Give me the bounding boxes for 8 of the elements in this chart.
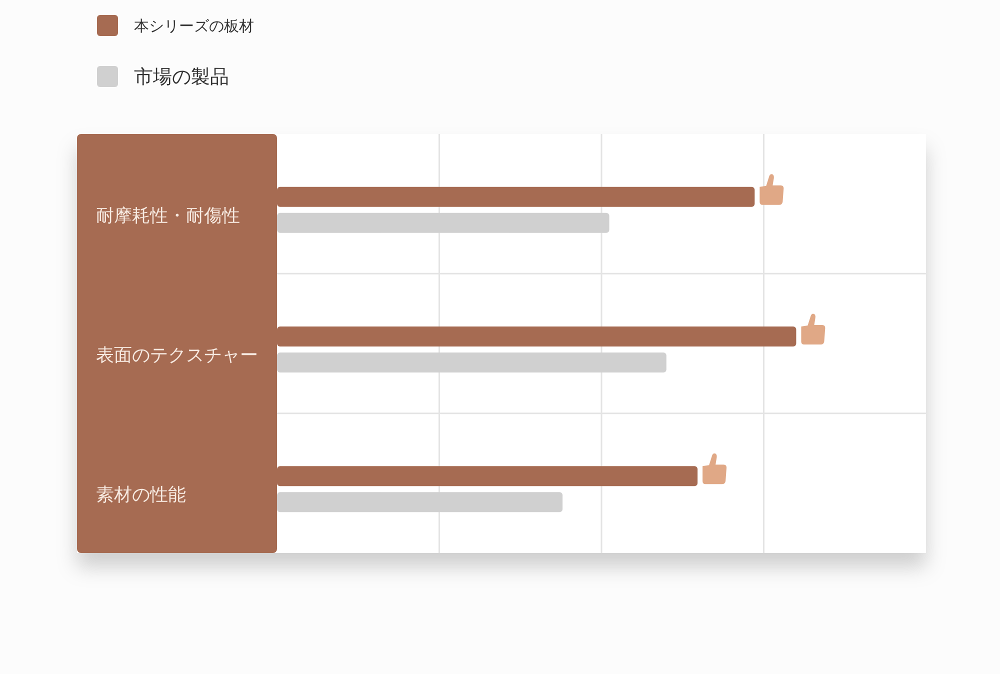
bar bbox=[277, 352, 666, 372]
bar bbox=[277, 212, 610, 233]
y-tick-label: 素材の性能 bbox=[96, 484, 186, 506]
legend-label: 市場の製品 bbox=[134, 66, 229, 88]
legend-label: 本シリーズの板材 bbox=[134, 17, 254, 35]
bar bbox=[277, 492, 563, 512]
y-tick-label: 表面のテクスチャー bbox=[96, 345, 258, 366]
y-tick-label: 耐摩耗性・耐傷性 bbox=[96, 205, 240, 226]
